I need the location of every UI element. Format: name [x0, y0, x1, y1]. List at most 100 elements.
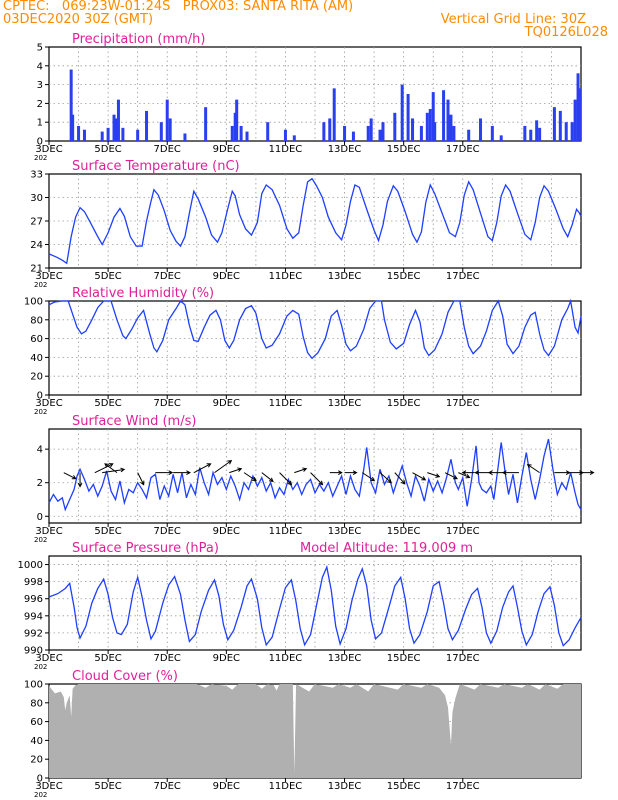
- x-tick-label: 5DEC: [94, 526, 121, 537]
- x-tick-label: 15DEC: [387, 781, 421, 792]
- wind-arrow: [394, 472, 406, 485]
- x-tick-label: 5DEC: [94, 271, 121, 282]
- precip-bar: [449, 114, 453, 141]
- header-station: CPTEC: 069:23W-01:24S PROX03: SANTA RITA…: [3, 0, 354, 14]
- y-tick-label: 60: [30, 334, 43, 345]
- precip-bar: [523, 125, 527, 141]
- x-tick-label: 7DEC: [154, 653, 181, 664]
- precip-bar: [452, 125, 456, 141]
- precip-bar: [535, 120, 539, 141]
- x-tick-label: 7DEC: [154, 781, 181, 792]
- series-line: [48, 298, 582, 360]
- wind-arrow: [155, 470, 174, 475]
- y-tick-label: 21: [30, 264, 43, 275]
- precip-bar: [378, 129, 382, 141]
- precip-bar: [552, 107, 556, 141]
- x-tick-label: 15DEC: [387, 271, 421, 282]
- x-tick-sublabel: 202: [34, 663, 47, 671]
- wind-arrow: [412, 472, 427, 481]
- y-tick-label: 80: [30, 315, 43, 326]
- wind-arrow: [102, 467, 126, 474]
- y-tick-label: 998: [24, 577, 43, 588]
- x-tick-label: 15DEC: [387, 526, 421, 537]
- precip-bar: [235, 99, 239, 141]
- panel-title: Relative Humidity (%): [72, 286, 214, 301]
- x-tick-label: 9DEC: [213, 526, 240, 537]
- wind-arrow: [379, 472, 392, 484]
- precip-bar: [490, 125, 494, 141]
- x-tick-label: 13DEC: [328, 271, 362, 282]
- wind-arrow: [329, 470, 343, 475]
- wind-arrow: [229, 467, 243, 474]
- wind-arrow: [279, 472, 293, 486]
- x-tick-label: 15DEC: [387, 653, 421, 664]
- y-tick-label: 20: [30, 372, 43, 383]
- panel-title: Surface Wind (m/s): [72, 414, 196, 429]
- precip-bar: [292, 135, 296, 141]
- y-tick-label: 0: [37, 774, 43, 785]
- y-tick-label: 2: [37, 99, 43, 110]
- y-tick-label: 5: [37, 43, 43, 54]
- y-tick-label: 4: [37, 61, 43, 72]
- precip-bar: [425, 112, 429, 141]
- wind-arrow: [526, 464, 540, 474]
- y-tick-label: 994: [24, 611, 43, 622]
- x-tick-label: 13DEC: [328, 398, 362, 409]
- cloud-cover-area: [49, 684, 581, 778]
- x-tick-label: 17DEC: [446, 271, 480, 282]
- precip-bar: [183, 133, 187, 141]
- y-tick-label: 60: [30, 717, 43, 728]
- y-tick-label: 0: [37, 137, 43, 148]
- x-tick-label: 17DEC: [446, 526, 480, 537]
- panel-title: Surface Temperature (nC): [72, 159, 240, 174]
- x-tick-label: 9DEC: [213, 653, 240, 664]
- y-tick-label: 100: [24, 680, 43, 691]
- precip-bar: [343, 125, 347, 141]
- y-tick-label: 0: [37, 512, 43, 523]
- wind-arrow: [63, 472, 77, 480]
- panel-title: Precipitation (mm/h): [72, 32, 205, 47]
- x-tick-label: 9DEC: [213, 144, 240, 155]
- precip-bar: [369, 118, 373, 141]
- wind-arrow: [310, 472, 324, 486]
- y-tick-label: 992: [24, 628, 43, 639]
- x-tick-label: 11DEC: [269, 526, 303, 537]
- precip-bar: [69, 69, 73, 141]
- precip-bar: [393, 112, 397, 141]
- x-tick-sublabel: 202: [34, 408, 47, 416]
- y-tick-label: 40: [30, 353, 43, 364]
- precip-bar: [283, 129, 287, 141]
- precip-bar: [230, 125, 234, 141]
- x-tick-label: 7DEC: [154, 144, 181, 155]
- precip-bar: [351, 131, 355, 141]
- x-tick-label: 15DEC: [387, 144, 421, 155]
- precip-bar: [106, 127, 110, 141]
- precip-bar: [121, 127, 125, 141]
- precip-bar: [245, 131, 249, 141]
- precip-bar: [433, 122, 437, 141]
- panel-title: Cloud Cover (%): [72, 669, 178, 684]
- y-tick-label: 4: [37, 445, 43, 456]
- panel-2: [45, 173, 582, 272]
- x-tick-sublabel: 202: [34, 791, 47, 799]
- x-tick-label: 3DEC: [35, 781, 62, 792]
- y-tick-label: 80: [30, 698, 43, 709]
- x-tick-label: 11DEC: [269, 653, 303, 664]
- x-tick-label: 13DEC: [328, 781, 362, 792]
- panel-3: [45, 298, 582, 399]
- x-tick-label: 11DEC: [269, 144, 303, 155]
- x-tick-label: 3DEC: [35, 526, 62, 537]
- y-tick-label: 1: [37, 118, 43, 129]
- y-tick-label: 0: [37, 391, 43, 402]
- panel-title: Surface Pressure (hPa): [72, 541, 219, 556]
- y-tick-label: 990: [24, 646, 43, 657]
- precip-bar: [428, 109, 432, 141]
- precip-bar: [136, 129, 140, 141]
- y-tick-label: 3: [37, 80, 43, 91]
- x-tick-label: 3DEC: [35, 653, 62, 664]
- y-tick-label: 996: [24, 594, 43, 605]
- y-tick-label: 1000: [18, 560, 43, 571]
- precip-bar: [332, 88, 336, 141]
- wind-arrow: [294, 467, 308, 474]
